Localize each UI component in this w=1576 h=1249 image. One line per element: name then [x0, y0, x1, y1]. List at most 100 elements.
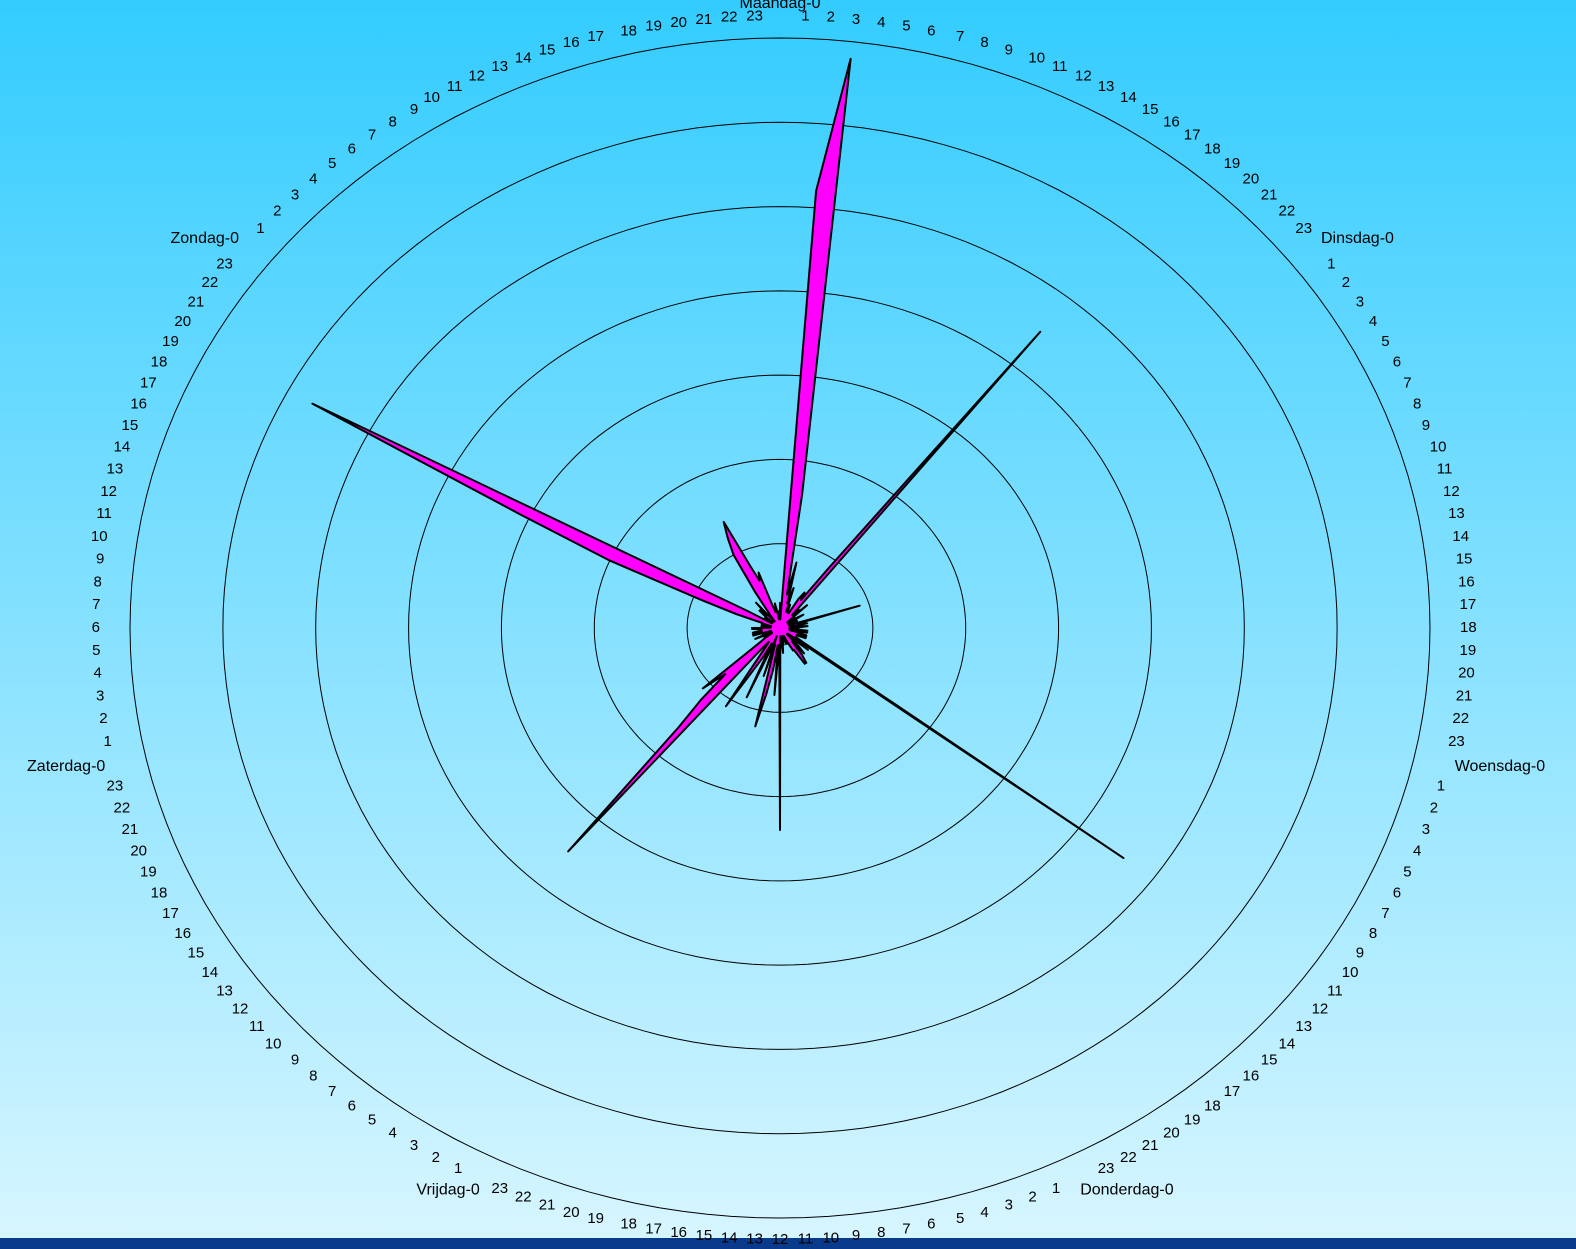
data-point: [770, 625, 772, 627]
data-point: [735, 613, 737, 615]
data-point: [754, 725, 756, 728]
data-point: [803, 662, 806, 665]
hour-tick-label: 20: [1163, 1125, 1180, 1142]
hour-tick-label: 2: [99, 710, 107, 727]
hour-tick-label: 14: [1279, 1035, 1296, 1052]
data-point: [768, 613, 771, 615]
data-point: [802, 641, 804, 643]
data-point: [311, 402, 313, 405]
hour-tick-label: 14: [515, 49, 532, 66]
data-point: [798, 645, 800, 648]
hour-tick-label: 22: [721, 9, 738, 26]
data-point: [772, 668, 774, 671]
hour-tick-label: 2: [432, 1149, 440, 1166]
hour-tick-label: 7: [902, 1220, 910, 1237]
hour-tick-label: 17: [1460, 596, 1477, 613]
data-point: [800, 599, 802, 601]
data-point: [787, 612, 790, 614]
data-point: [745, 696, 748, 699]
data-point: [804, 637, 807, 639]
hour-tick-label: 20: [1458, 665, 1475, 682]
data-point: [788, 629, 790, 631]
data-point: [762, 675, 765, 678]
data-point: [806, 630, 809, 632]
data-point: [760, 628, 763, 631]
hour-tick-label: 6: [1393, 884, 1401, 901]
data-point: [766, 614, 769, 617]
data-point: [700, 698, 702, 701]
data-point: [752, 633, 754, 636]
data-point: [769, 650, 771, 653]
hour-tick-label: 23: [491, 1180, 508, 1197]
data-point: [747, 610, 749, 612]
data-point: [771, 621, 774, 624]
hour-tick-label: 12: [1075, 68, 1092, 85]
axis-labels: Maandag-01 2 3 4 5 6 7 8 9 1011121314151617181920…: [27, 0, 1545, 1248]
data-point: [782, 652, 784, 654]
hour-tick-label: 11: [447, 78, 463, 95]
hour-tick-label: 4: [94, 665, 102, 682]
data-point: [776, 610, 778, 613]
hour-tick-label: 20: [174, 313, 191, 330]
hour-tick-label: 1: [1052, 1180, 1060, 1197]
hour-tick-label: 4: [389, 1125, 397, 1142]
hour-tick-label: 1: [104, 733, 112, 750]
hour-tick-label: 10: [1430, 439, 1447, 456]
data-point: [749, 565, 752, 567]
hour-tick-label: 6: [348, 140, 356, 157]
data-point: [751, 627, 753, 629]
data-point: [701, 687, 704, 690]
data-point: [801, 654, 803, 656]
data-point: [797, 598, 800, 600]
hour-tick-label: 5: [328, 155, 336, 172]
data-point: [754, 638, 756, 640]
hour-tick-label: 12: [100, 483, 117, 500]
hour-tick-label: 12: [232, 1001, 249, 1018]
data-point: [775, 610, 777, 613]
data-point: [763, 648, 766, 650]
hour-tick-label: 21: [188, 293, 205, 310]
grid-ring-7: [129, 37, 1431, 1219]
hour-tick-label: 15: [1261, 1052, 1278, 1069]
hour-tick-label: 11: [249, 1018, 265, 1035]
hour-tick-label: 18: [1204, 140, 1221, 157]
data-point: [678, 726, 680, 728]
data-point: [724, 705, 727, 708]
grid-ring-4: [408, 290, 1152, 966]
hour-tick-label: 18: [151, 353, 168, 370]
data-point: [798, 608, 800, 611]
hour-tick-label: 13: [1448, 505, 1465, 522]
hour-tick-label: 9: [410, 101, 418, 118]
hour-tick-label: 4: [1369, 313, 1377, 330]
hour-tick-label: 8: [1413, 395, 1421, 412]
hour-tick-label: 15: [1456, 550, 1473, 567]
hour-tick-label: 19: [587, 1210, 604, 1227]
hour-tick-label: 19: [140, 864, 157, 881]
data-point: [786, 594, 788, 596]
data-point: [792, 586, 795, 589]
data-point: [722, 520, 725, 523]
data-point: [771, 603, 773, 605]
data-point: [759, 609, 762, 611]
hour-tick-label: 8: [877, 1224, 885, 1241]
hour-tick-label: 6: [927, 22, 935, 39]
hour-tick-label: 15: [122, 417, 139, 434]
hour-tick-label: 23: [1448, 733, 1465, 750]
hour-tick-label: 17: [140, 374, 157, 391]
data-point: [803, 652, 805, 655]
data-point: [771, 642, 773, 644]
data-point: [732, 554, 735, 556]
grid-ring-5: [315, 206, 1245, 1050]
hour-tick-label: 17: [162, 905, 179, 922]
hour-tick-label: 7: [1403, 374, 1411, 391]
data-point: [761, 633, 764, 635]
hour-tick-label: 2: [827, 9, 835, 26]
grid-rings: [129, 37, 1431, 1219]
hour-tick-label: 10: [265, 1035, 282, 1052]
data-point: [770, 630, 772, 632]
data-point: [797, 626, 800, 629]
hour-tick-label: 8: [94, 573, 102, 590]
data-point: [757, 643, 759, 645]
hour-tick-label: 7: [328, 1083, 336, 1100]
data-point: [782, 643, 784, 646]
